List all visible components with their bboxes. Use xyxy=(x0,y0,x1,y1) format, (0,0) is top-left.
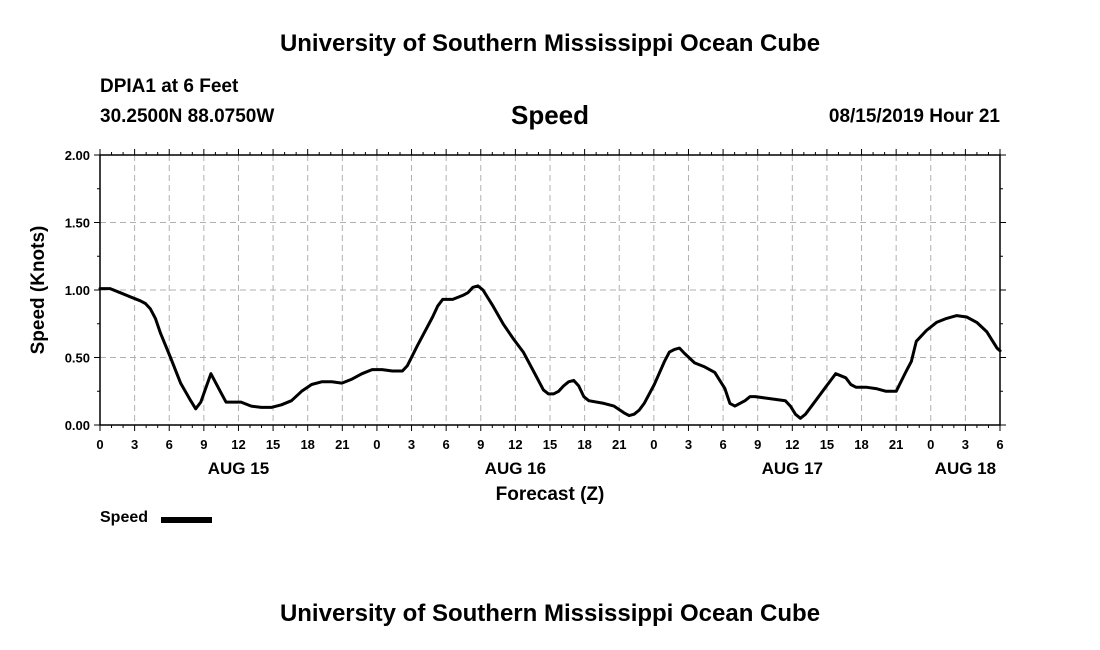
series-line-speed xyxy=(98,284,1002,420)
station-label: DPIA1 at 6 Feet xyxy=(100,76,239,97)
x-tick-label: 21 xyxy=(335,437,349,452)
x-axis-title: Forecast (Z) xyxy=(496,484,605,505)
chart-ticks xyxy=(94,149,1006,431)
x-tick-label: 0 xyxy=(927,437,934,452)
y-tick-label: 1.50 xyxy=(65,216,90,231)
legend-label: Speed xyxy=(100,509,149,526)
station-coordinates: 30.2500N 88.0750W xyxy=(100,106,275,127)
chart-series xyxy=(98,284,1002,420)
x-tick-label: 3 xyxy=(962,437,969,452)
x-tick-label: 18 xyxy=(300,437,314,452)
y-tick-label: 0.00 xyxy=(65,418,90,433)
day-label: AUG 15 xyxy=(208,459,269,478)
x-tick-label: 0 xyxy=(373,437,380,452)
x-tick-label: 12 xyxy=(231,437,245,452)
y-tick-label: 1.00 xyxy=(65,283,90,298)
forecast-datetime: 08/15/2019 Hour 21 xyxy=(828,106,1000,127)
x-tick-label: 12 xyxy=(508,437,522,452)
x-tick-label: 0 xyxy=(650,437,657,452)
chart-grid xyxy=(100,155,1000,425)
x-tick-label: 9 xyxy=(477,437,484,452)
day-label: AUG 16 xyxy=(485,459,546,478)
x-tick-label: 21 xyxy=(612,437,626,452)
day-label: AUG 17 xyxy=(762,459,823,478)
x-tick-label: 6 xyxy=(719,437,726,452)
x-tick-label: 0 xyxy=(96,437,103,452)
legend-swatch xyxy=(161,517,212,523)
page-title: University of Southern Mississippi Ocean… xyxy=(279,30,821,57)
x-tick-label: 21 xyxy=(889,437,903,452)
x-tick-label: 15 xyxy=(266,437,280,452)
x-tick-label: 6 xyxy=(443,437,450,452)
x-tick-label: 3 xyxy=(685,437,692,452)
chart-title: Speed xyxy=(510,100,590,130)
footer-title: University of Southern Mississippi Ocean… xyxy=(279,600,821,627)
x-tick-label: 18 xyxy=(577,437,591,452)
x-tick-label: 18 xyxy=(854,437,868,452)
chart-labels: 0.00 0.50 1.00 1.50 2.00 0 3 6 9 12 15 18 21 0 3 6 9 12 15… xyxy=(28,148,1004,505)
x-tick-label: 15 xyxy=(543,437,557,452)
y-axis-title: Speed (Knots) xyxy=(28,226,49,355)
day-label: AUG 18 xyxy=(935,459,996,478)
x-tick-label: 6 xyxy=(166,437,173,452)
x-tick-label: 3 xyxy=(408,437,415,452)
y-tick-label: 0.50 xyxy=(65,351,90,366)
x-tick-label: 12 xyxy=(785,437,799,452)
y-tick-label: 2.00 xyxy=(65,148,90,163)
x-tick-label: 9 xyxy=(754,437,761,452)
x-tick-label: 9 xyxy=(200,437,207,452)
x-tick-label: 3 xyxy=(131,437,138,452)
x-tick-label: 15 xyxy=(820,437,834,452)
x-tick-label: 6 xyxy=(996,437,1003,452)
